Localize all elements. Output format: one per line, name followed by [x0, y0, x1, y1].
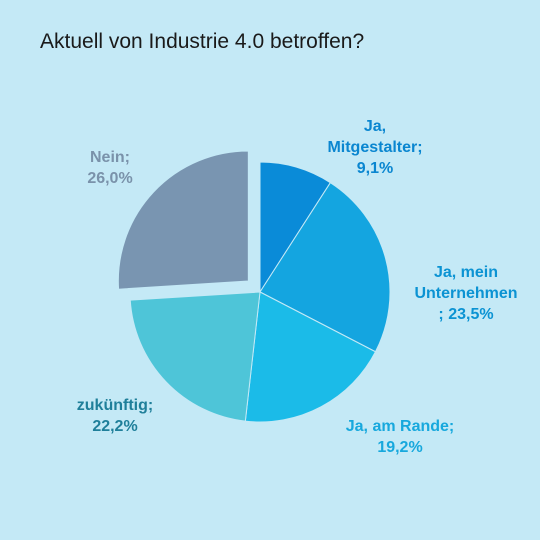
slice-label-mitgestalter: Ja, Mitgestalter; 9,1% [327, 118, 423, 177]
pie-slice-zukuenftig [129, 291, 261, 422]
pie-slice-am-rande [244, 291, 377, 423]
slice-label-am-rande: Ja, am Rande; 19,2% [345, 418, 455, 456]
slice-label-nein: Nein; 26,0% [87, 149, 133, 187]
slice-label-unternehmen: Ja, mein Unternehmen ; 23,5% [414, 264, 518, 323]
pie-slice-nein [117, 150, 249, 290]
slice-label-zukuenftig: zukünftig; 22,2% [76, 397, 154, 435]
pie-slice-unternehmen [259, 181, 391, 353]
chart-title: Aktuell von Industrie 4.0 betroffen? [40, 30, 365, 53]
